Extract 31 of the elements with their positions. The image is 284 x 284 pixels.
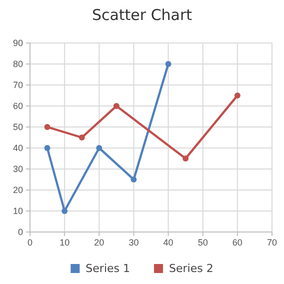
x-tick-label: 50 bbox=[198, 237, 208, 248]
y-tick-label: 30 bbox=[12, 164, 23, 174]
point bbox=[44, 124, 50, 130]
point bbox=[130, 176, 137, 182]
y-tick-label: 90 bbox=[12, 38, 23, 48]
point bbox=[78, 134, 85, 140]
x-tick-label: 70 bbox=[266, 237, 278, 248]
legend-label: Series 2 bbox=[169, 262, 214, 275]
y-tick-label: 80 bbox=[12, 58, 23, 69]
point bbox=[234, 92, 240, 98]
y-tick-label: 10 bbox=[12, 206, 23, 216]
point bbox=[113, 103, 120, 109]
x-tick-label: 10 bbox=[60, 237, 70, 248]
x-tick-label: 20 bbox=[94, 237, 104, 248]
legend-label: Series 1 bbox=[86, 262, 130, 275]
x-tick-label: 40 bbox=[163, 237, 174, 248]
y-tick-label: 40 bbox=[12, 142, 23, 153]
point bbox=[62, 208, 68, 214]
x-tick-label: 60 bbox=[232, 237, 242, 248]
y-tick-label: 50 bbox=[12, 122, 23, 132]
y-tick-label: 70 bbox=[12, 80, 23, 90]
point bbox=[165, 61, 172, 67]
point bbox=[96, 145, 102, 151]
chart-title: Scatter Chart bbox=[92, 6, 192, 24]
x-tick-label: 30 bbox=[128, 237, 139, 248]
y-tick-label: 0 bbox=[18, 226, 23, 237]
point bbox=[182, 156, 189, 162]
y-tick-label: 20 bbox=[12, 184, 23, 195]
y-tick-label: 60 bbox=[12, 100, 23, 111]
point bbox=[44, 145, 50, 151]
x-tick-label: 0 bbox=[27, 237, 33, 248]
